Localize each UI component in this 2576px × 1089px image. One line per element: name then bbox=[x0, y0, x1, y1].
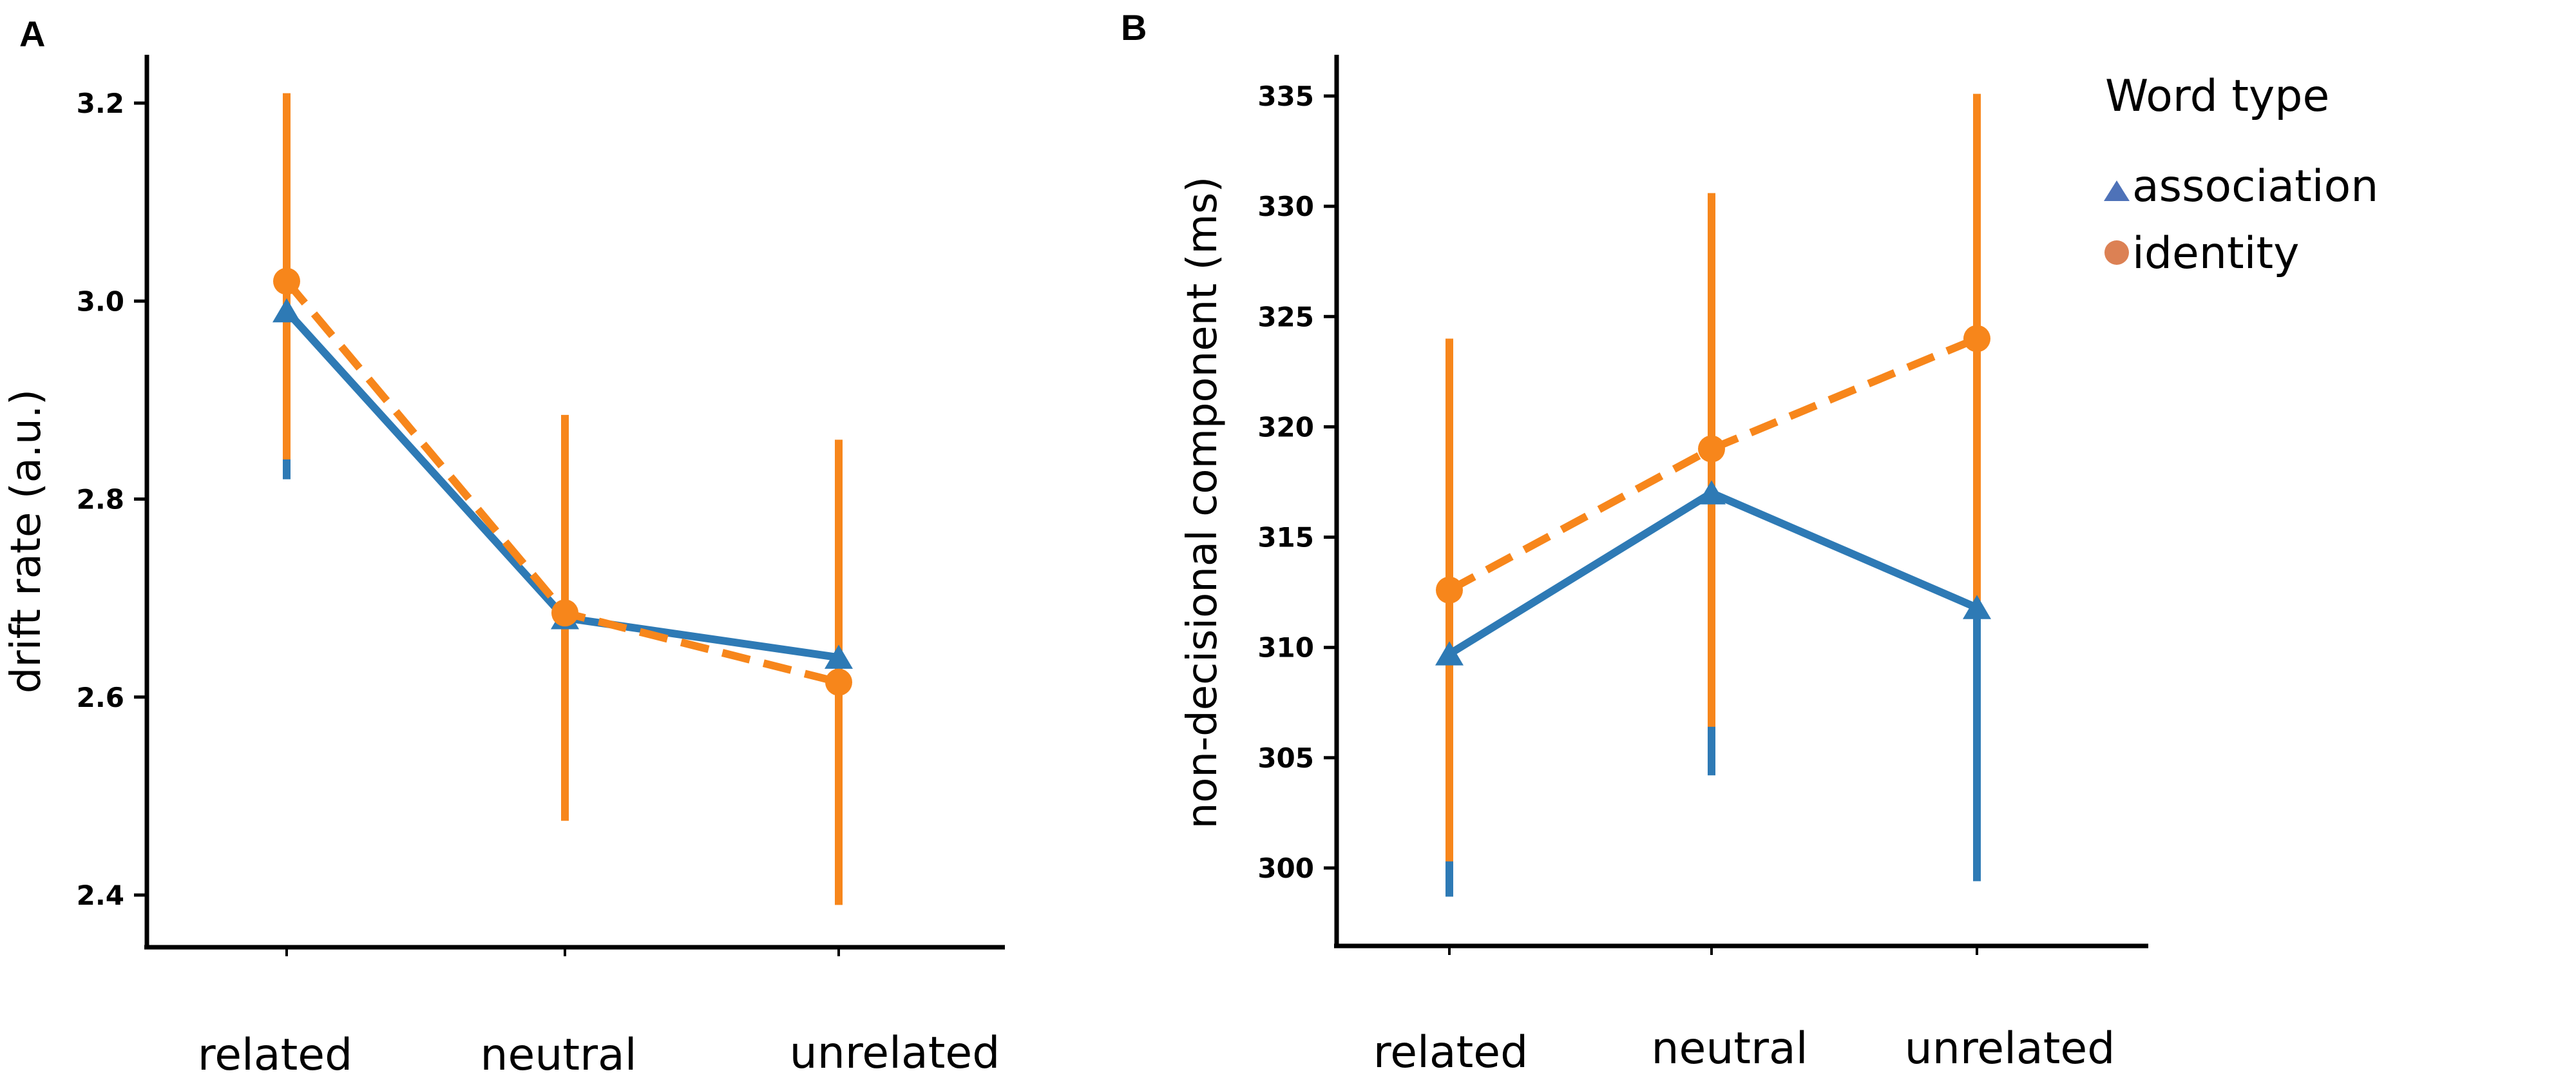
panel-a-y-tick-label: 2.6 bbox=[77, 682, 124, 713]
panel-b-y-ticks: 300 305 310 315 320 325 330 335 bbox=[1257, 81, 1337, 884]
legend-identity-circle-icon bbox=[2104, 240, 2129, 265]
panel-a-identity-marker bbox=[825, 668, 852, 696]
panel-a-association-marker bbox=[825, 644, 853, 669]
panel-b-y-tick-label: 315 bbox=[1257, 522, 1314, 554]
panel-b-y-tick-label: 330 bbox=[1257, 191, 1314, 222]
panel-a-plot-area bbox=[272, 93, 853, 905]
panel-a-y-tick-label: 3.0 bbox=[77, 285, 124, 317]
legend: Word type association identity bbox=[2104, 71, 2378, 279]
panel-b-y-tick-label: 305 bbox=[1257, 742, 1314, 774]
panel-b-category-label-related: related bbox=[1373, 1027, 1529, 1078]
panel-b-plot-area bbox=[1435, 93, 1991, 897]
panel-b-y-tick-label: 335 bbox=[1257, 81, 1314, 112]
panel-b-x-ticks bbox=[1448, 946, 1978, 955]
panel-a-x-ticks bbox=[285, 947, 840, 956]
panel-a-category-label-related: related bbox=[198, 1030, 353, 1081]
panel-b-category-label-neutral: neutral bbox=[1651, 1023, 1808, 1074]
panel-a-y-ticks: 2.4 2.6 2.8 3.0 3.2 bbox=[77, 88, 147, 911]
panel-a-y-tick-label: 3.2 bbox=[77, 88, 124, 119]
legend-association-triangle-icon bbox=[2104, 180, 2130, 201]
panel-a-y-axis-title: drift rate (a.u.) bbox=[3, 389, 50, 693]
panel-b-letter: B bbox=[1121, 7, 1147, 48]
panel-a-y-tick-label: 2.8 bbox=[77, 484, 124, 516]
panel-b-y-tick-label: 310 bbox=[1257, 632, 1314, 664]
panel-b-y-axis-title: non-decisional component (ms) bbox=[1179, 177, 1226, 829]
panel-a: A drift rate (a.u.) 2.4 2.6 2.8 3.0 3.2 rela… bbox=[3, 14, 1005, 1081]
panel-b-association-marker bbox=[1963, 595, 1991, 619]
panel-b-association-marker bbox=[1697, 480, 1726, 505]
panel-a-category-label-unrelated: unrelated bbox=[790, 1028, 1000, 1079]
panel-a-association-marker bbox=[272, 298, 301, 323]
panel-a-identity-marker bbox=[273, 267, 300, 295]
panel-b-identity-marker bbox=[1698, 435, 1725, 463]
panel-a-identity-marker bbox=[551, 599, 578, 627]
panel-b-identity-marker bbox=[1436, 576, 1463, 604]
legend-label-identity: identity bbox=[2132, 228, 2299, 279]
panel-b-association-marker bbox=[1435, 641, 1464, 666]
panel-b-y-tick-label: 325 bbox=[1257, 301, 1314, 332]
legend-title: Word type bbox=[2105, 71, 2329, 122]
panel-a-letter: A bbox=[19, 14, 45, 54]
panel-b-y-tick-label: 300 bbox=[1257, 853, 1314, 884]
panel-b-y-tick-label: 320 bbox=[1257, 411, 1314, 443]
legend-label-association: association bbox=[2132, 161, 2378, 212]
panel-a-y-tick-label: 2.4 bbox=[77, 880, 124, 911]
panel-b-identity-marker bbox=[1963, 325, 1990, 352]
panel-a-category-label-neutral: neutral bbox=[480, 1030, 636, 1081]
panel-b: B non-decisional component (ms) 300 305 31… bbox=[1121, 7, 2148, 1078]
panel-b-category-label-unrelated: unrelated bbox=[1905, 1023, 2115, 1074]
